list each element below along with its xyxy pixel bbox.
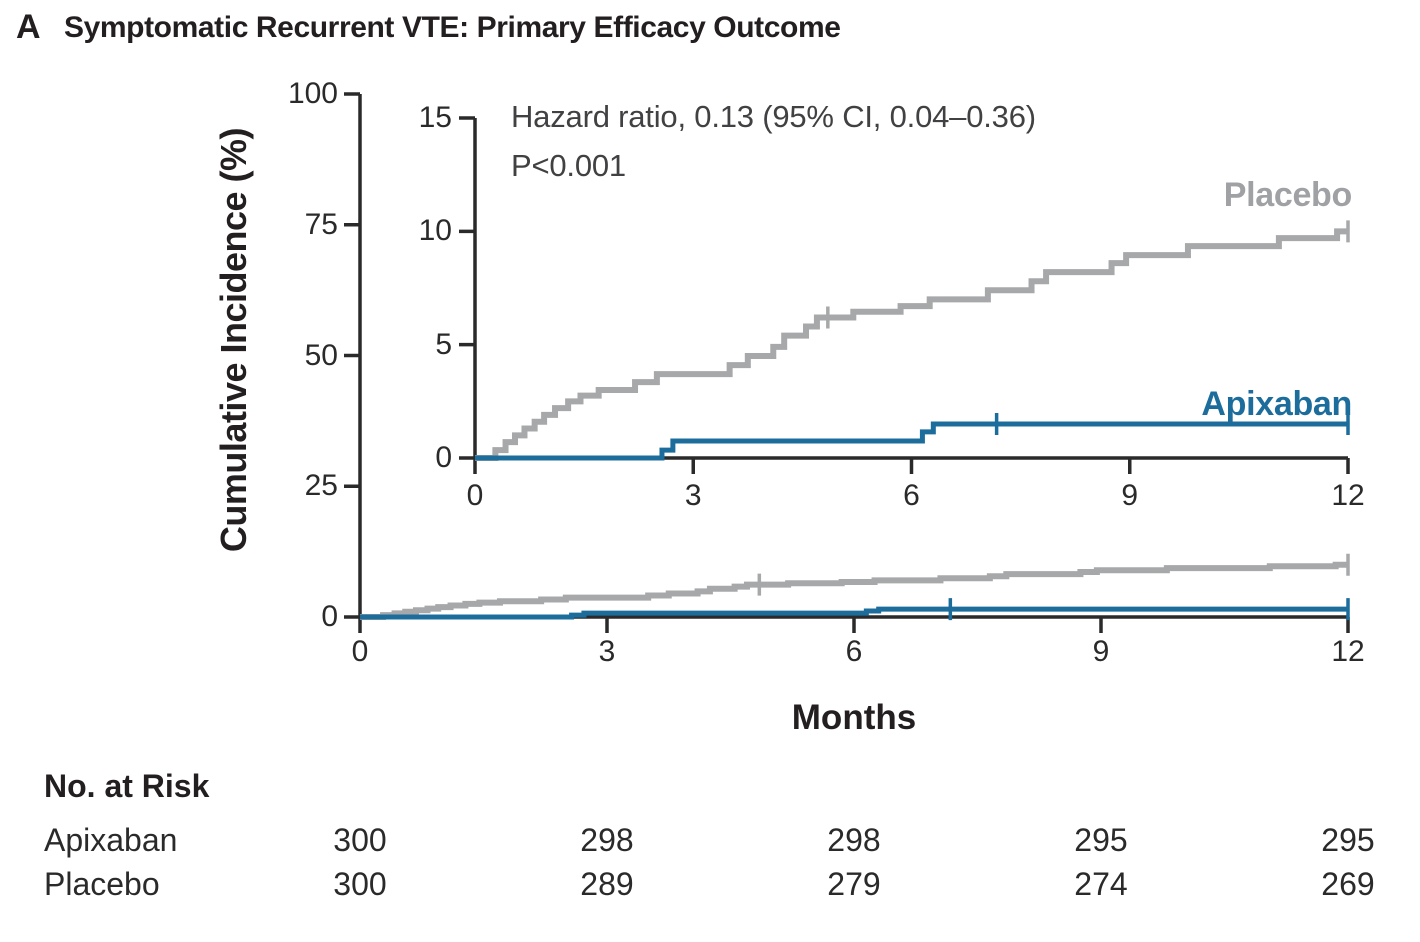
main-x-tick-label: 6 [845,635,863,668]
panel-title: Symptomatic Recurrent VTE: Primary Effic… [64,11,841,44]
risk-value-apixaban-m9: 295 [1074,822,1128,858]
inset-placebo-curve [475,228,1348,461]
main-y-tick-label: 25 [304,469,338,503]
main-x-tick-label: 3 [598,635,616,668]
inset-y-tick-label: 0 [435,441,452,474]
main-apixaban-censor-ticks [948,598,1350,621]
inset-x-tick-label: 9 [1121,479,1139,512]
main-axes [344,92,1350,633]
apixaban-curve-label: Apixaban [1201,385,1352,423]
main-apixaban-curve [360,606,1348,620]
hazard-ratio-annotation: Hazard ratio, 0.13 (95% CI, 0.04–0.36) [511,99,1036,134]
main-placebo-curve [360,561,1348,620]
main-x-tick-label: 12 [1331,635,1365,668]
risk-value-placebo-m0: 300 [333,866,387,902]
inset-apixaban-curve [475,421,1348,461]
inset-x-tick-label: 0 [466,479,484,512]
panel-letter: A [16,8,41,46]
main-y-tick-label: 75 [304,207,338,241]
main-x-tick-label: 9 [1092,635,1110,668]
main-y-tick-label: 0 [321,600,338,633]
main-y-tick-label: 100 [287,77,338,110]
risk-value-placebo-m9: 274 [1074,866,1128,902]
x-axis-label: Months [791,698,917,737]
main-x-tick-label: 0 [351,635,369,668]
risk-row-label-placebo: Placebo [44,866,160,902]
inset-y-tick-label: 15 [418,101,452,134]
inset-x-tick-label: 3 [684,479,702,512]
inset-placebo-censor-ticks [826,220,1350,329]
main-y-tick-label: 50 [304,338,338,372]
risk-value-placebo-m6: 279 [827,866,881,902]
risk-value-apixaban-m6: 298 [827,822,881,858]
inset-x-tick-label: 12 [1331,479,1365,512]
risk-value-placebo-m3: 289 [580,866,634,902]
inset-x-tick-label: 6 [903,479,920,512]
inset-y-tick-label: 5 [435,327,452,361]
risk-value-apixaban-m0: 300 [333,822,387,858]
placebo-curve-label: Placebo [1223,176,1353,214]
p-value-annotation: P<0.001 [511,148,626,183]
risk-value-apixaban-m12: 295 [1321,822,1375,858]
risk-value-apixaban-m3: 298 [580,822,634,858]
inset-apixaban-censor-ticks [994,413,1350,435]
risk-value-placebo-m12: 269 [1321,866,1375,902]
main-placebo-censor-ticks [757,553,1350,596]
inset-y-tick-label: 10 [418,214,452,248]
risk-row-label-apixaban: Apixaban [44,822,178,858]
risk-table-header: No. at Risk [44,768,210,804]
